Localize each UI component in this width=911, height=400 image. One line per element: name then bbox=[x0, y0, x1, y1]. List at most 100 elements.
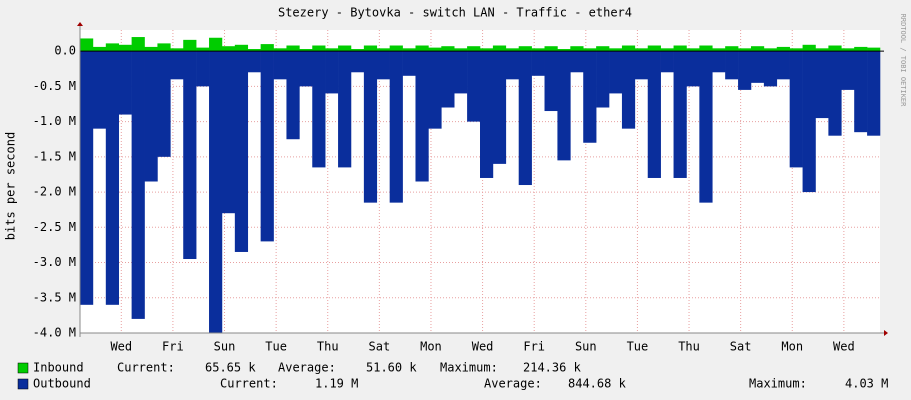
bar bbox=[247, 51, 261, 73]
x-tick-label: Thu bbox=[678, 340, 700, 354]
bar bbox=[286, 45, 300, 52]
bar bbox=[363, 45, 378, 52]
x-tick-label: Sat bbox=[730, 340, 752, 354]
bar bbox=[299, 49, 313, 52]
bar bbox=[686, 48, 700, 52]
y-tick-label: -2.5 M bbox=[33, 220, 76, 234]
bar bbox=[647, 45, 661, 52]
legend-stat-value: 844.68 k bbox=[568, 377, 627, 391]
bar bbox=[505, 51, 520, 80]
bar bbox=[492, 51, 507, 164]
bar bbox=[376, 48, 390, 52]
bar bbox=[854, 51, 868, 133]
legend-stat-value: 51.60 k bbox=[366, 361, 417, 375]
y-tick-label: -3.0 M bbox=[33, 255, 76, 269]
x-tick-label: Fri bbox=[523, 340, 545, 354]
legend-label: Inbound bbox=[33, 361, 84, 375]
bar bbox=[118, 44, 132, 52]
bar bbox=[699, 51, 713, 203]
y-tick-label: -2.0 M bbox=[33, 185, 76, 199]
bar bbox=[725, 46, 739, 52]
x-tick-label: Wed bbox=[833, 340, 855, 354]
bar bbox=[467, 51, 481, 122]
y-tick-label: 0.0 bbox=[54, 44, 76, 58]
bar bbox=[841, 51, 855, 90]
legend-stat-label: Maximum: bbox=[440, 361, 498, 375]
bar bbox=[92, 46, 107, 52]
watermark: RRDTOOL / TOBI OETIKER bbox=[899, 14, 907, 108]
bar bbox=[763, 48, 778, 52]
bar bbox=[854, 46, 868, 52]
y-tick-label: -1.5 M bbox=[33, 149, 76, 163]
bar bbox=[596, 46, 610, 52]
bar bbox=[350, 49, 365, 52]
bar bbox=[789, 48, 803, 52]
bar bbox=[273, 48, 287, 52]
bar bbox=[634, 51, 649, 80]
bar bbox=[467, 46, 481, 52]
x-tick-label: Sun bbox=[214, 340, 236, 354]
bar bbox=[673, 51, 687, 178]
bar bbox=[299, 51, 313, 87]
bar bbox=[815, 48, 829, 52]
bar bbox=[596, 51, 610, 108]
bar bbox=[544, 46, 558, 52]
legend-stat-value: 214.36 k bbox=[523, 361, 582, 375]
bar bbox=[325, 51, 339, 94]
bar bbox=[350, 51, 365, 73]
bar bbox=[80, 51, 94, 305]
legend-label: Outbound bbox=[33, 377, 91, 391]
bar bbox=[415, 45, 429, 52]
bar bbox=[247, 49, 261, 52]
bar bbox=[441, 46, 455, 52]
legend-stat-label: Average: bbox=[278, 361, 336, 375]
bar bbox=[196, 51, 210, 87]
bar bbox=[273, 51, 287, 80]
bar bbox=[492, 45, 507, 52]
bar bbox=[712, 51, 726, 73]
bar bbox=[828, 51, 842, 136]
bar bbox=[841, 48, 855, 52]
bar bbox=[570, 46, 584, 52]
bar bbox=[209, 51, 223, 334]
bar bbox=[415, 51, 429, 182]
bar bbox=[428, 51, 442, 129]
bar bbox=[221, 51, 236, 214]
bar bbox=[712, 48, 726, 52]
bar bbox=[454, 51, 468, 94]
x-tick-label: Tue bbox=[265, 340, 287, 354]
bar bbox=[660, 51, 674, 73]
bar bbox=[776, 46, 790, 52]
bar bbox=[802, 51, 816, 193]
y-axis-label: bits per second bbox=[4, 132, 18, 240]
bar bbox=[609, 48, 623, 52]
bar bbox=[531, 48, 545, 52]
bar bbox=[828, 45, 842, 52]
bar bbox=[789, 51, 803, 168]
bar bbox=[260, 44, 274, 52]
bar bbox=[738, 51, 752, 90]
bar bbox=[634, 48, 649, 52]
bar bbox=[505, 48, 520, 52]
bar bbox=[583, 48, 597, 52]
bar bbox=[338, 45, 352, 52]
x-tick-label: Sat bbox=[369, 340, 391, 354]
x-tick-label: Wed bbox=[110, 340, 132, 354]
axis-arrow bbox=[77, 22, 83, 26]
bar bbox=[480, 48, 494, 52]
bar bbox=[647, 51, 661, 178]
x-tick-label: Mon bbox=[420, 340, 442, 354]
bar bbox=[234, 44, 249, 52]
bar bbox=[518, 46, 532, 52]
bar bbox=[480, 51, 494, 178]
y-tick-label: -3.5 M bbox=[33, 290, 76, 304]
y-tick-label: -0.5 M bbox=[33, 79, 76, 93]
bar bbox=[196, 47, 210, 52]
bar bbox=[325, 48, 339, 52]
bar bbox=[583, 51, 597, 143]
bar bbox=[518, 51, 532, 186]
bar bbox=[660, 48, 674, 52]
bar bbox=[686, 51, 700, 87]
legend-stat-label: Maximum: bbox=[749, 377, 807, 391]
